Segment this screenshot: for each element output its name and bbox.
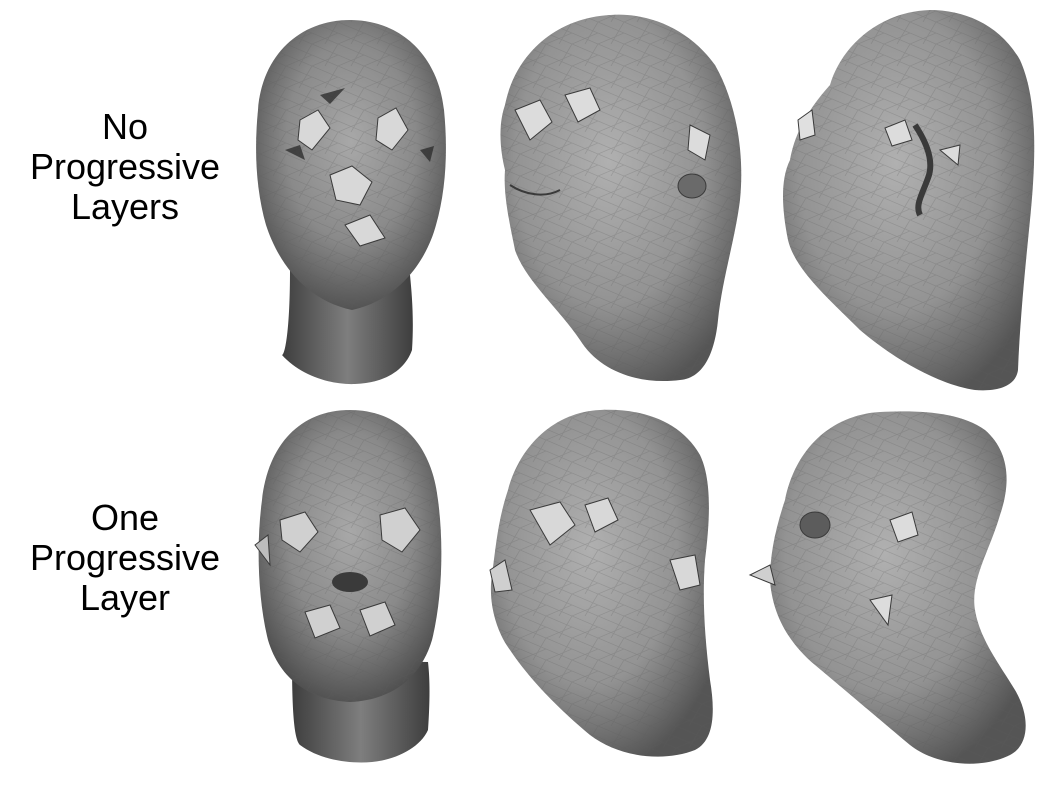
label-line: Progressive (29, 146, 221, 187)
head-row1-front (256, 20, 446, 385)
head-row2-front (254, 410, 442, 763)
label-line: Layer (79, 577, 171, 618)
head-row2-side (748, 411, 1026, 764)
head-row2-three-quarter (489, 409, 713, 757)
label-line: One (90, 497, 160, 538)
label-line: No (101, 106, 149, 147)
row-label-one-progressive-layer: One Progressive Layer (0, 498, 250, 618)
head-row1-side (783, 10, 1035, 391)
head-row1-three-quarter (500, 14, 742, 382)
label-line: Layers (70, 186, 180, 227)
row-label-no-progressive-layers: No Progressive Layers (0, 107, 250, 227)
label-line: Progressive (29, 537, 221, 578)
